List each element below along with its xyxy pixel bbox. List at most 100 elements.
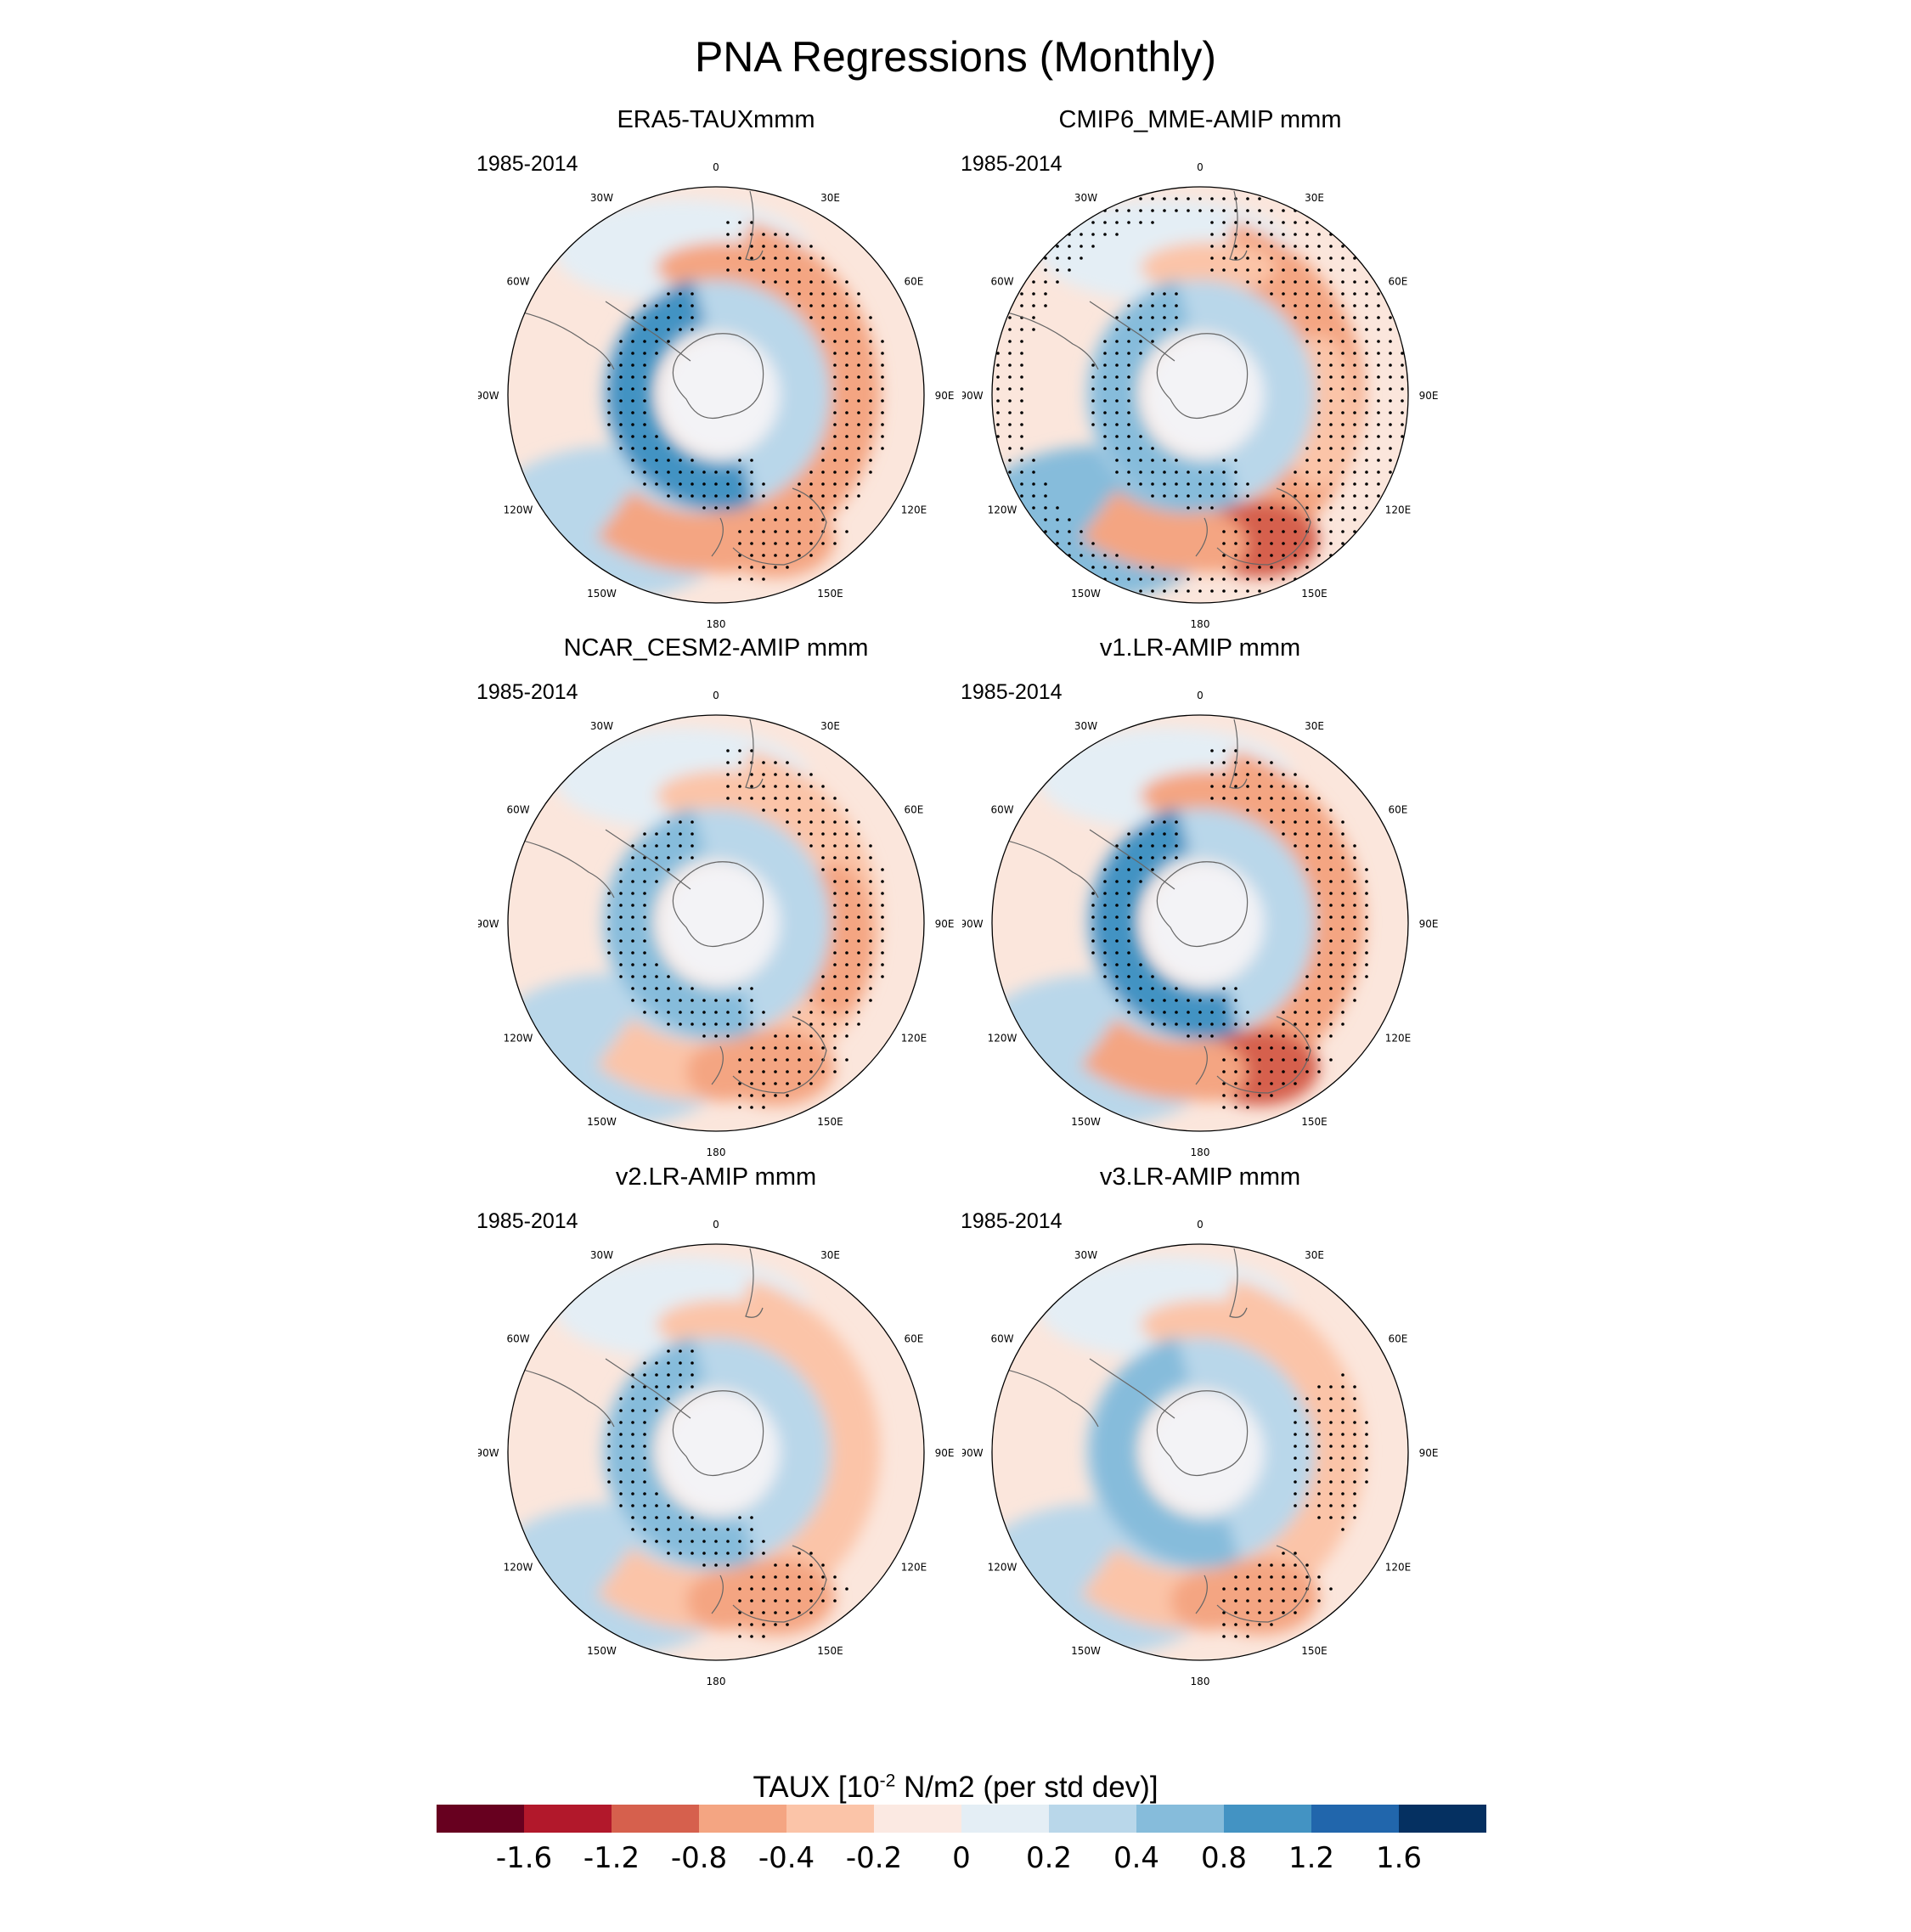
- longitude-label: 0: [1197, 1219, 1204, 1231]
- blue-ring: [1090, 279, 1241, 511]
- longitude-label: 150E: [817, 1116, 843, 1128]
- nz-red: [1170, 1571, 1247, 1631]
- antarctica-fill: [661, 864, 780, 983]
- longitude-label: 90W: [478, 390, 499, 402]
- antarctica-coast: [1156, 1390, 1249, 1477]
- south-america-coast: [511, 837, 615, 898]
- colorbar-tick-label: 0.4: [1113, 1841, 1159, 1875]
- antarctica-fill: [1145, 1393, 1264, 1512]
- coastlines: [511, 1248, 827, 1623]
- longitude-label: 90W: [478, 1447, 499, 1459]
- polar-map: 0 30E 60E 90E 120E 150E 180 150W 120W 90W 60W 30W: [478, 1219, 954, 1687]
- antarctic-peninsula: [605, 1358, 691, 1419]
- longitude-label: 0: [713, 690, 719, 701]
- map-panel: v2.LR-AMIP mmm 1985-2014 0 30E 60E 90E 120E 150…: [476, 1121, 954, 1715]
- longitude-label: 150E: [1301, 1645, 1328, 1657]
- nz-red: [1170, 1042, 1247, 1101]
- colorbar-tick-label: 1.2: [1288, 1841, 1334, 1875]
- coastlines: [995, 1248, 1311, 1623]
- panel-title: v3.LR-AMIP mmm: [1099, 1163, 1301, 1191]
- colorbar-swatch: [1399, 1805, 1486, 1833]
- map-panel: ERA5-TAUXmmm 1985-2014 0 30E 60E 90E 120E 150E 1…: [476, 64, 954, 658]
- africa-coast: [1229, 190, 1248, 261]
- longitude-label: 150W: [587, 1116, 617, 1128]
- antarctic-peninsula: [1089, 301, 1175, 362]
- longitude-label: 90E: [935, 1447, 954, 1459]
- longitude-label: 120W: [504, 1562, 533, 1574]
- longitude-label: 180: [1191, 1676, 1210, 1687]
- longitude-label: 30E: [1305, 192, 1324, 204]
- longitude-label: 60W: [506, 276, 529, 288]
- polar-map: 0 30E 60E 90E 120E 150E 180 150W 120W 90W 60W 30W: [478, 690, 954, 1158]
- colorbar-swatch: [699, 1805, 786, 1833]
- nz-red: [686, 1571, 763, 1631]
- panel-period: 1985-2014: [476, 680, 578, 704]
- antarctica-coast: [1156, 861, 1249, 948]
- coastlines: [511, 190, 827, 566]
- colorbar-label: TAUX [10-2 N/m2 (per std dev)]: [0, 1771, 1911, 1805]
- colorbar-tick-label: -0.2: [846, 1841, 902, 1875]
- longitude-label: 30E: [820, 192, 840, 204]
- south-america-coast: [511, 1366, 615, 1428]
- longitude-label: 90W: [962, 1447, 984, 1459]
- longitude-label: 60W: [990, 1333, 1013, 1345]
- polar-map: 0 30E 60E 90E 120E 150E 180 150W 120W 90W 60W 30W: [478, 161, 954, 630]
- nz-red: [1170, 514, 1247, 573]
- longitude-label: 90E: [1419, 390, 1438, 402]
- polar-map: 0 30E 60E 90E 120E 150E 180 150W 120W 90W 60W 30W: [962, 1219, 1438, 1687]
- panel-period: 1985-2014: [961, 680, 1063, 704]
- antarctic-peninsula: [605, 301, 691, 362]
- nz-red: [686, 1042, 763, 1101]
- stippling: [607, 749, 884, 1109]
- longitude-label: 120W: [988, 1033, 1018, 1045]
- coastlines: [995, 190, 1311, 566]
- antarctica-fill: [1145, 864, 1264, 983]
- longitude-label: 0: [713, 161, 719, 173]
- panel-title: NCAR_CESM2-AMIP mmm: [563, 634, 869, 662]
- longitude-label: 180: [707, 1146, 726, 1158]
- longitude-label: 180: [1191, 1146, 1210, 1158]
- colorbar-swatch: [612, 1805, 699, 1833]
- panel-title: ERA5-TAUXmmm: [617, 106, 815, 133]
- map-boundary: [507, 714, 925, 1132]
- longitude-label: 120E: [901, 1033, 927, 1045]
- panel-title: v1.LR-AMIP mmm: [1099, 634, 1301, 662]
- longitude-label: 60E: [905, 276, 924, 288]
- longitude-label: 0: [713, 1219, 719, 1231]
- map-panel: CMIP6_MME-AMIP mmm 1985-2014 0 30E 60E 90E 120…: [961, 64, 1438, 658]
- stippling: [1222, 1373, 1368, 1638]
- panel-title: v2.LR-AMIP mmm: [615, 1163, 817, 1191]
- blue-ring: [606, 807, 757, 1039]
- stippling: [996, 197, 1404, 593]
- longitude-label: 120W: [504, 504, 533, 516]
- antarctica-coast: [672, 1390, 764, 1477]
- colorbar-tick-label: -1.6: [496, 1841, 552, 1875]
- blue-ring: [1090, 1336, 1241, 1569]
- longitude-label: 30W: [590, 192, 613, 204]
- blue-ring: [606, 279, 757, 511]
- panel-period: 1985-2014: [476, 1209, 578, 1233]
- colorbar-tick-label: -1.2: [583, 1841, 640, 1875]
- map-panel: v1.LR-AMIP mmm 1985-2014 0 30E 60E 90E 120E 150…: [961, 592, 1438, 1186]
- longitude-label: 90E: [935, 390, 954, 402]
- polar-map: 0 30E 60E 90E 120E 150E 180 150W 120W 90W 60W 30W: [962, 161, 1438, 630]
- colorbar-tick-label: 1.6: [1376, 1841, 1422, 1875]
- longitude-label: 30E: [820, 720, 840, 732]
- longitude-label: 60E: [1389, 804, 1408, 816]
- stippling: [1091, 749, 1368, 1109]
- longitude-label: 30W: [590, 720, 613, 732]
- south-america-coast: [995, 309, 1099, 370]
- panel-period: 1985-2014: [961, 1209, 1063, 1233]
- longitude-label: 60E: [905, 804, 924, 816]
- australia-coast: [732, 1545, 827, 1623]
- longitude-label: 120W: [988, 504, 1018, 516]
- new-zealand-coast: [1195, 517, 1208, 557]
- longitude-label: 120E: [1385, 1033, 1412, 1045]
- longitude-label: 60W: [506, 804, 529, 816]
- map-boundary: [991, 714, 1409, 1132]
- longitude-label: 180: [707, 618, 726, 630]
- longitude-label: 150W: [1071, 1645, 1101, 1657]
- longitude-label: 60W: [990, 804, 1013, 816]
- longitude-label: 90W: [962, 918, 984, 930]
- longitude-label: 60E: [1389, 276, 1408, 288]
